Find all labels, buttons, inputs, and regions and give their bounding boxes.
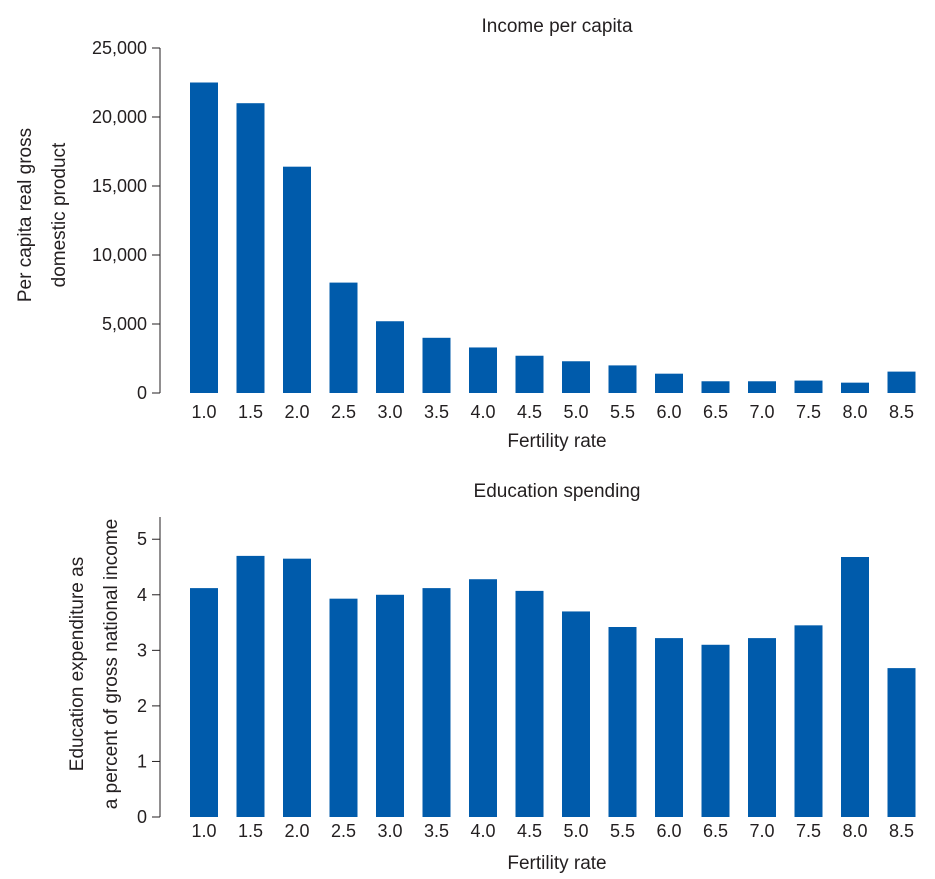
y-tick-label: 15,000 — [92, 176, 147, 196]
x-tick-label: 2.5 — [331, 821, 356, 841]
y-axis-title-line-2: a percent of gross national income — [101, 519, 122, 809]
bar-3.5 — [422, 337, 451, 393]
bar-5.5 — [608, 365, 637, 393]
bar-7.0 — [748, 381, 776, 393]
x-tick-label: 1.0 — [191, 402, 216, 422]
bars — [190, 82, 916, 393]
bar-3.5 — [422, 588, 451, 817]
y-tick-label: 4 — [137, 585, 147, 605]
x-tick-label: 4.5 — [517, 402, 542, 422]
bar-4.0 — [469, 347, 497, 393]
x-tick-label: 4.5 — [517, 821, 542, 841]
x-tick-label: 6.5 — [703, 821, 728, 841]
y-ticks: 0 5,000 10,000 15,000 20,000 25,000 — [92, 38, 160, 403]
x-tick-label: 5.5 — [610, 402, 635, 422]
x-tick-label: 8.5 — [889, 821, 914, 841]
bar-2.0 — [283, 558, 311, 817]
x-tick-label: 6.5 — [703, 402, 728, 422]
bar-5.5 — [608, 627, 637, 817]
bar-2.5 — [329, 282, 358, 393]
x-tick-label: 8.5 — [889, 402, 914, 422]
bar-5.0 — [562, 361, 590, 393]
x-tick-label: 2.0 — [284, 821, 309, 841]
x-tick-label: 4.0 — [470, 402, 495, 422]
x-tick-label: 5.0 — [563, 402, 588, 422]
bar-1.5 — [236, 103, 265, 393]
bar-7.5 — [794, 625, 823, 817]
bar-2.0 — [283, 166, 311, 393]
y-tick-label: 3 — [137, 640, 147, 660]
y-tick-label: 2 — [137, 696, 147, 716]
bar-2.5 — [329, 598, 358, 817]
y-tick-label: 1 — [137, 751, 147, 771]
y-axis-title-line-1: Per capita real gross — [15, 128, 36, 302]
chart-title: Education spending — [474, 481, 641, 502]
x-tick-label: 2.0 — [284, 402, 309, 422]
y-axis-title-line-1: Education expenditure as — [67, 557, 88, 771]
x-ticks: 1.0 1.5 2.0 2.5 3.0 3.5 4.0 4.5 5.0 5.5 6.0 6.5 7.0 7… — [191, 402, 914, 422]
bar-8.0 — [841, 382, 869, 393]
y-tick-label: 25,000 — [92, 38, 147, 58]
x-tick-label: 3.0 — [377, 821, 402, 841]
chart-title: Income per capita — [481, 16, 632, 37]
bar-8.5 — [887, 668, 916, 817]
x-tick-label: 2.5 — [331, 402, 356, 422]
x-tick-label: 1.0 — [191, 821, 216, 841]
y-tick-label: 5,000 — [102, 314, 147, 334]
bar-4.0 — [469, 579, 497, 817]
x-tick-label: 5.5 — [610, 821, 635, 841]
income-per-capita-chart: Income per capita Per capita real gross … — [15, 16, 916, 452]
y-tick-label: 0 — [137, 807, 147, 827]
x-tick-label: 4.0 — [470, 821, 495, 841]
x-axis-title: Fertility rate — [507, 431, 606, 452]
education-spending-chart: Education spending Education expenditure… — [67, 481, 916, 874]
x-tick-label: 3.0 — [377, 402, 402, 422]
bar-8.0 — [841, 557, 869, 817]
y-ticks: 0 1 2 3 4 5 — [137, 529, 160, 827]
bar-6.5 — [701, 381, 730, 393]
bar-6.5 — [701, 644, 730, 817]
x-tick-label: 3.5 — [424, 821, 449, 841]
y-axis-title-line-2: domestic product — [49, 142, 70, 287]
bar-8.5 — [887, 371, 916, 393]
x-tick-label: 7.0 — [749, 821, 774, 841]
x-tick-label: 6.0 — [656, 402, 681, 422]
bar-1.5 — [236, 555, 265, 817]
bar-7.5 — [794, 380, 823, 393]
x-tick-label: 5.0 — [563, 821, 588, 841]
x-tick-label: 1.5 — [238, 402, 263, 422]
x-tick-label: 7.5 — [796, 821, 821, 841]
x-tick-label: 7.5 — [796, 402, 821, 422]
x-tick-label: 3.5 — [424, 402, 449, 422]
y-tick-label: 5 — [137, 529, 147, 549]
bar-6.0 — [655, 373, 683, 393]
bar-7.0 — [748, 638, 776, 817]
x-tick-label: 1.5 — [238, 821, 263, 841]
y-tick-label: 20,000 — [92, 107, 147, 127]
bar-4.5 — [515, 590, 544, 817]
bar-5.0 — [562, 611, 590, 817]
x-tick-label: 8.0 — [842, 402, 867, 422]
bar-4.5 — [515, 355, 544, 393]
bars — [190, 555, 916, 817]
bar-1.0 — [190, 82, 218, 393]
y-tick-label: 10,000 — [92, 245, 147, 265]
bar-3.0 — [376, 594, 404, 817]
x-tick-label: 8.0 — [842, 821, 867, 841]
bar-1.0 — [190, 588, 218, 817]
bar-3.0 — [376, 321, 404, 393]
bar-6.0 — [655, 638, 683, 817]
x-ticks: 1.0 1.5 2.0 2.5 3.0 3.5 4.0 4.5 5.0 5.5 6.0 6.5 7.0 7… — [191, 821, 914, 841]
x-tick-label: 6.0 — [656, 821, 681, 841]
y-tick-label: 0 — [137, 383, 147, 403]
x-axis-title: Fertility rate — [507, 853, 606, 874]
x-tick-label: 7.0 — [749, 402, 774, 422]
